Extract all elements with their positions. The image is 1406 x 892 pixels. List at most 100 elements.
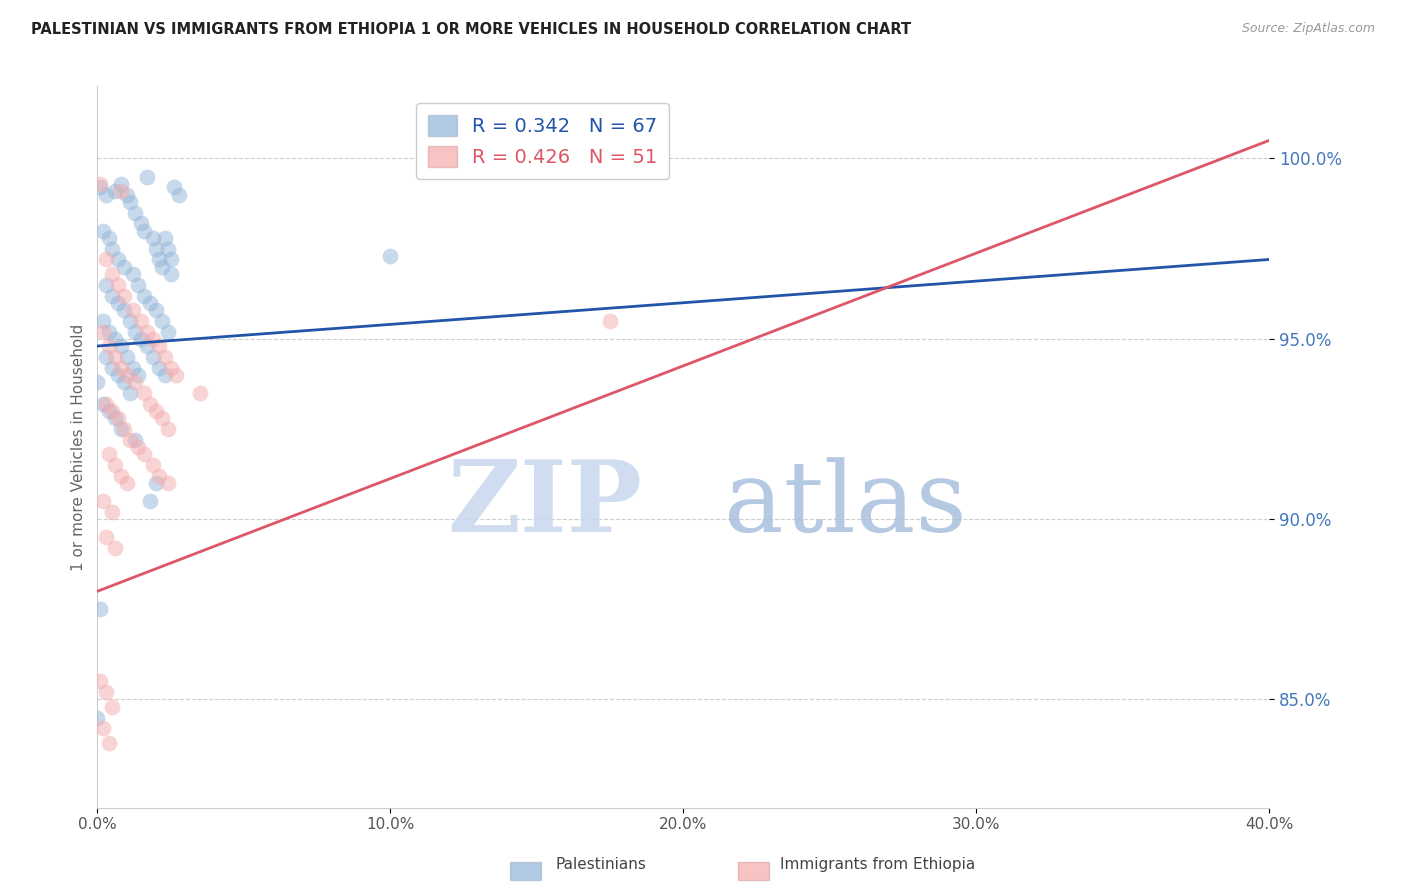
Y-axis label: 1 or more Vehicles in Household: 1 or more Vehicles in Household	[72, 324, 86, 571]
Point	[148, 468, 170, 483]
Point	[115, 368, 138, 382]
Point	[118, 385, 141, 400]
Point	[107, 411, 129, 425]
Point	[110, 184, 132, 198]
Point	[142, 231, 165, 245]
Point	[134, 447, 156, 461]
Point	[94, 397, 117, 411]
Point	[104, 332, 127, 346]
Point	[124, 205, 146, 219]
Point	[145, 476, 167, 491]
Point	[150, 411, 173, 425]
Point	[98, 404, 121, 418]
Point	[159, 360, 181, 375]
Point	[136, 325, 159, 339]
Point	[104, 350, 127, 364]
Point	[142, 350, 165, 364]
Point	[91, 722, 114, 736]
Point	[156, 242, 179, 256]
Point	[110, 360, 132, 375]
Point	[134, 385, 156, 400]
Text: Palestinians: Palestinians	[555, 857, 647, 872]
Point	[110, 177, 132, 191]
Point	[156, 476, 179, 491]
Point	[94, 187, 117, 202]
Text: PALESTINIAN VS IMMIGRANTS FROM ETHIOPIA 1 OR MORE VEHICLES IN HOUSEHOLD CORRELAT: PALESTINIAN VS IMMIGRANTS FROM ETHIOPIA …	[31, 22, 911, 37]
Point	[134, 288, 156, 302]
Point	[89, 602, 111, 616]
Point	[112, 288, 135, 302]
Point	[94, 252, 117, 267]
Point	[188, 385, 211, 400]
Point	[104, 411, 127, 425]
Point	[145, 242, 167, 256]
Point	[89, 674, 111, 689]
Point	[101, 242, 124, 256]
Text: Source: ZipAtlas.com: Source: ZipAtlas.com	[1241, 22, 1375, 36]
Point	[91, 397, 114, 411]
Point	[98, 447, 121, 461]
Point	[91, 314, 114, 328]
Point	[127, 277, 149, 292]
Point	[162, 180, 184, 194]
Point	[101, 505, 124, 519]
Point	[112, 422, 135, 436]
Point	[112, 260, 135, 274]
Point	[86, 375, 108, 389]
Point	[118, 433, 141, 447]
Point	[91, 224, 114, 238]
Point	[165, 368, 187, 382]
Point	[101, 288, 124, 302]
Point	[139, 494, 162, 508]
Point	[107, 295, 129, 310]
Point	[101, 360, 124, 375]
Point	[98, 231, 121, 245]
Point	[101, 699, 124, 714]
Point	[110, 339, 132, 353]
Point	[121, 302, 143, 317]
Point	[599, 314, 621, 328]
Point	[124, 433, 146, 447]
Point	[145, 302, 167, 317]
Point	[150, 260, 173, 274]
Point	[110, 422, 132, 436]
Point	[142, 458, 165, 472]
Point	[107, 368, 129, 382]
Point	[98, 325, 121, 339]
Point	[124, 325, 146, 339]
Point	[148, 252, 170, 267]
Point	[159, 267, 181, 281]
Point	[121, 360, 143, 375]
Text: Immigrants from Ethiopia: Immigrants from Ethiopia	[780, 857, 976, 872]
Point	[89, 180, 111, 194]
Point	[98, 736, 121, 750]
Point	[115, 476, 138, 491]
Point	[104, 541, 127, 555]
Point	[129, 314, 152, 328]
Point	[118, 194, 141, 209]
Point	[121, 267, 143, 281]
Point	[112, 302, 135, 317]
Point	[153, 350, 176, 364]
Point	[129, 332, 152, 346]
Point	[115, 350, 138, 364]
Point	[91, 494, 114, 508]
Point	[148, 339, 170, 353]
Point	[156, 422, 179, 436]
Point	[150, 314, 173, 328]
Point	[136, 339, 159, 353]
Point	[136, 169, 159, 184]
Point	[94, 685, 117, 699]
Point	[112, 375, 135, 389]
Point	[156, 325, 179, 339]
Point	[104, 458, 127, 472]
Point	[110, 468, 132, 483]
Point	[124, 375, 146, 389]
Point	[142, 332, 165, 346]
Point	[139, 295, 162, 310]
Point	[98, 339, 121, 353]
Point	[169, 187, 191, 202]
Point	[115, 187, 138, 202]
Point	[94, 530, 117, 544]
Point	[101, 267, 124, 281]
